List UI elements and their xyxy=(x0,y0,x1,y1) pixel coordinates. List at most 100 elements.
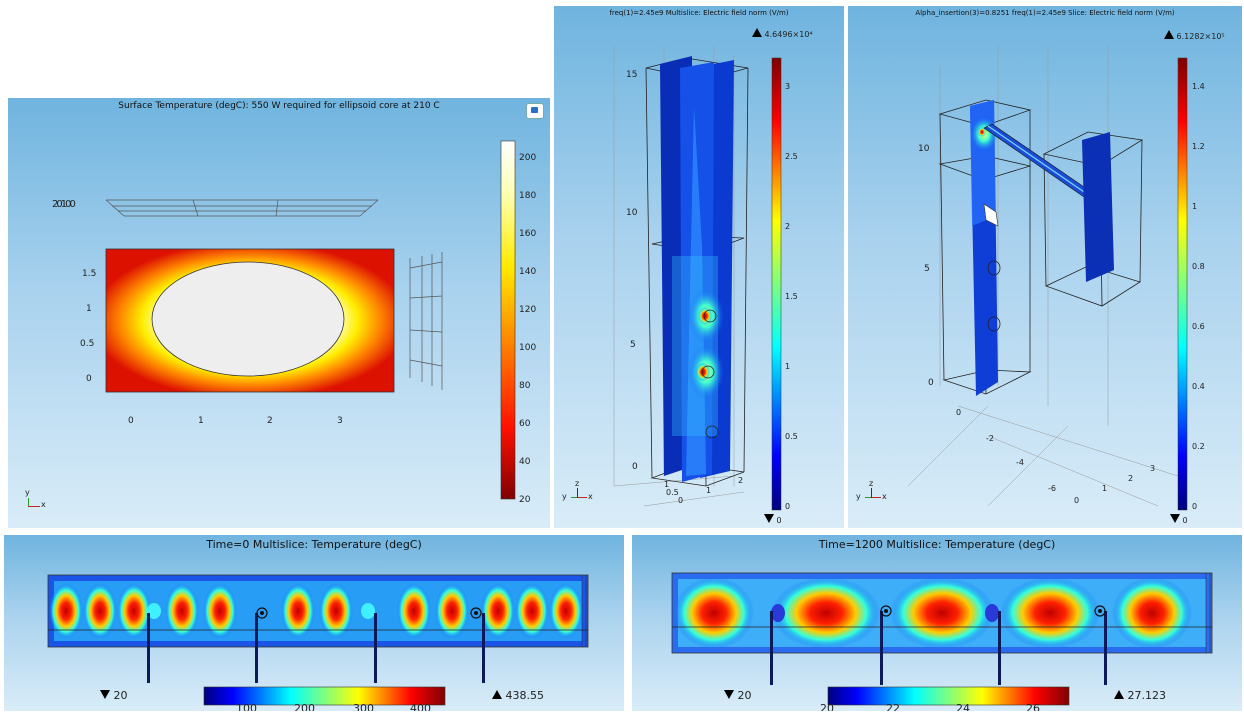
colorbar-tick: 1.2 xyxy=(1192,142,1205,151)
hot-spot xyxy=(481,583,515,639)
cool-spot xyxy=(361,603,375,619)
temperature-t1200-graphics xyxy=(671,572,1213,706)
colorbar-tick: 80 xyxy=(519,381,531,391)
z-tick: 15 xyxy=(626,70,638,80)
colorbar-tick: 20 xyxy=(820,702,834,711)
hot-spot xyxy=(549,583,583,639)
x-tick: 0 xyxy=(128,416,134,426)
colorbar-min: 20 xyxy=(100,689,128,702)
cool-spot xyxy=(771,604,785,622)
colorbar-tick: 1.5 xyxy=(785,292,798,301)
z-tick: 10 xyxy=(918,144,930,154)
hot-spot xyxy=(1112,577,1192,649)
temperature-colorbar xyxy=(827,686,1070,706)
colorbar-min: 0 xyxy=(764,514,782,525)
hot-spot xyxy=(674,577,754,649)
hot-spot xyxy=(83,583,117,639)
colorbar-tick: 0 xyxy=(1192,502,1198,511)
colorbar-tick: 1.4 xyxy=(1192,82,1205,91)
hot-spot xyxy=(203,583,237,639)
colorbar-tick: 2 xyxy=(785,222,791,231)
wireframe-top xyxy=(105,199,379,217)
colorbar-tick: 24 xyxy=(956,702,970,711)
colorbar-max: 4.6496×10⁴ xyxy=(752,28,813,39)
hot-spot-row xyxy=(674,577,1192,649)
colorbar-min: 20 xyxy=(724,689,752,702)
z-tick: 5 xyxy=(924,264,930,274)
colorbar-tick: 200 xyxy=(519,153,537,163)
x-tick: 2 xyxy=(1128,474,1134,483)
hot-spot xyxy=(435,583,469,639)
y-tick: -6 xyxy=(1048,484,1056,493)
export-icon xyxy=(531,107,538,113)
x-tick: 1 xyxy=(1102,484,1108,493)
efield-colorbar xyxy=(1177,57,1188,511)
y-tick: 0.5 xyxy=(666,488,679,497)
x-tick: 2 xyxy=(738,476,744,485)
electric-field-multislice-view[interactable]: freq(1)=2.45e9 Multislice: Electric fiel… xyxy=(554,6,844,528)
hot-spot xyxy=(890,577,994,649)
hot-spot xyxy=(49,583,83,639)
surface-temperature-view[interactable]: Surface Temperature (degC): 550 W requir… xyxy=(8,98,550,528)
colorbar-tick: 120 xyxy=(519,305,537,315)
hot-spot xyxy=(772,577,880,649)
colorbar-tick: 40 xyxy=(519,457,531,467)
colorbar-tick: 1 xyxy=(1192,202,1198,211)
cool-spot xyxy=(147,603,161,619)
colorbar-tick: 0 xyxy=(785,502,791,511)
hot-spot xyxy=(165,583,199,639)
temperature-colorbar xyxy=(500,140,516,500)
colorbar-tick: 160 xyxy=(519,229,537,239)
hot-spot xyxy=(117,583,151,639)
x-tick: 2 xyxy=(267,416,273,426)
colorbar-tick: 100 xyxy=(236,702,257,711)
plot-title: Alpha_insertion(3)=0.8251 freq(1)=2.45e9… xyxy=(915,9,1175,17)
axis-triad-icon: y z x xyxy=(562,479,593,501)
export-button[interactable] xyxy=(526,103,544,119)
x-tick: 3 xyxy=(337,416,343,426)
temperature-colorbar xyxy=(203,686,446,706)
temperature-time1200-view[interactable]: Time=1200 Multislice: Temperature (degC)… xyxy=(632,535,1242,711)
colorbar-tick: 60 xyxy=(519,419,531,429)
colorbar-max: 438.55 xyxy=(492,689,544,702)
efield-3d-graphics xyxy=(613,46,782,511)
colorbar-tick: 0.5 xyxy=(785,432,798,441)
electric-field-slice-view[interactable]: Alpha_insertion(3)=0.8251 freq(1)=2.45e9… xyxy=(848,6,1242,528)
colorbar-tick: 300 xyxy=(353,702,374,711)
x-tick: 3 xyxy=(1150,464,1156,473)
y-tick: 1 xyxy=(664,480,670,489)
colorbar-tick: 180 xyxy=(519,191,537,201)
side-slice xyxy=(1082,132,1114,282)
axis-triad-icon: y z x xyxy=(856,479,887,501)
antenna-rods xyxy=(770,611,1107,685)
colorbar-tick: 2.5 xyxy=(785,152,798,161)
colorbar-tick: 26 xyxy=(1026,702,1040,711)
z-tick: 10 xyxy=(626,208,638,218)
hot-spot xyxy=(281,583,315,639)
z-tick: 0 xyxy=(632,462,638,472)
cool-spot xyxy=(985,604,999,622)
y-tick: -4 xyxy=(1016,458,1024,467)
axis-triad-icon: y x xyxy=(25,488,46,509)
plot-title: Surface Temperature (degC): 550 W requir… xyxy=(118,101,440,111)
y-tick: 0 xyxy=(678,496,684,505)
y-tick: 0 xyxy=(86,374,92,384)
temperature-time0-view[interactable]: Time=0 Multislice: Temperature (degC) 20… xyxy=(4,535,624,711)
colorbar-tick: 400 xyxy=(410,702,431,711)
surface-plot-graphics xyxy=(105,140,516,500)
colorbar-tick: 200 xyxy=(294,702,315,711)
colorbar-min: 0 xyxy=(1170,514,1188,525)
antenna-rods xyxy=(147,613,485,683)
z-tick: 0 xyxy=(928,378,934,388)
plot-title: Time=1200 Multislice: Temperature (degC) xyxy=(818,538,1056,551)
colorbar-tick: 0.4 xyxy=(1192,382,1205,391)
colorbar-tick: 0.8 xyxy=(1192,262,1205,271)
hot-spot xyxy=(515,583,549,639)
efield-slice-graphics xyxy=(907,46,1188,511)
colorbar-tick: 22 xyxy=(886,702,900,711)
plot-title: freq(1)=2.45e9 Multislice: Electric fiel… xyxy=(609,9,789,17)
temperature-t0-graphics xyxy=(47,574,589,706)
colorbar-tick: 20 xyxy=(519,495,531,505)
offaxis-label: 20 10 0 xyxy=(52,199,76,210)
hot-spot xyxy=(397,583,431,639)
